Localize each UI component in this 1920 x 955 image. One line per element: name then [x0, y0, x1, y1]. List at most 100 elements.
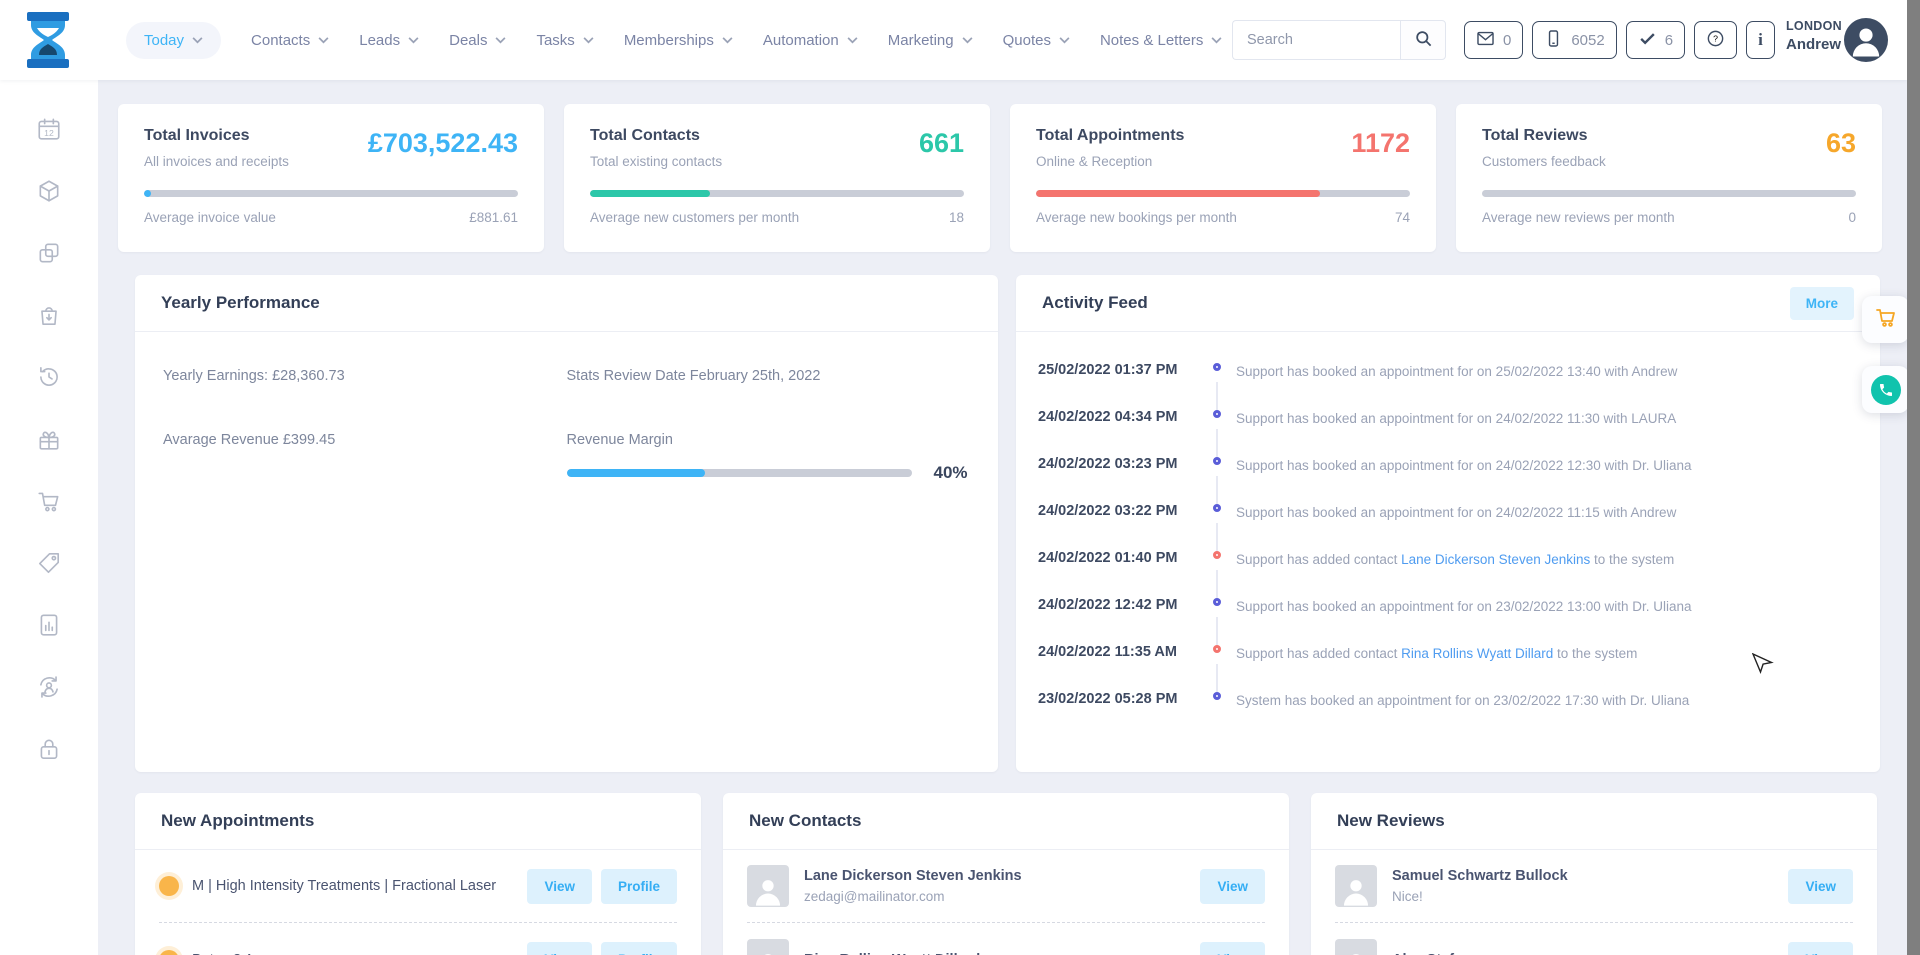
chevron-down-icon: [1211, 37, 1222, 44]
timeline-dot-icon: [1213, 410, 1221, 418]
nav-item-memberships[interactable]: Memberships: [624, 32, 733, 49]
icon-sidebar: 12: [0, 80, 98, 955]
activity-text: Support has booked an appointment for on…: [1236, 362, 1854, 379]
cart-icon[interactable]: [36, 488, 62, 514]
copy-icon[interactable]: [36, 240, 62, 266]
activity-feed-header: Activity Feed More: [1016, 275, 1880, 332]
new-reviews-panel: New Reviews Samuel Schwartz Bullock Nice…: [1311, 793, 1877, 955]
brand-logo-icon[interactable]: [25, 12, 71, 68]
activity-item: 24/02/2022 03:23 PM Support has booked a…: [1038, 456, 1854, 503]
nav-item-deals[interactable]: Deals: [449, 32, 506, 49]
chevron-down-icon: [408, 37, 419, 44]
calendar-icon[interactable]: 12: [36, 116, 62, 142]
activity-text: Support has booked an appointment for on…: [1236, 503, 1854, 520]
user-location-block[interactable]: LONDON Andrew: [1786, 19, 1842, 53]
nav-item-notes-letters[interactable]: Notes & Letters: [1100, 32, 1222, 49]
profile-button[interactable]: Profile: [601, 942, 677, 955]
stat-value: £703,522.43: [368, 128, 518, 159]
view-button[interactable]: View: [1200, 869, 1265, 904]
stat-value: 1172: [1351, 128, 1410, 159]
stat-card-total-reviews: Total Reviews Customers feedback 63 Aver…: [1456, 104, 1882, 252]
person-name: Alex Stefan: [1392, 952, 1788, 955]
nav-item-contacts[interactable]: Contacts: [251, 32, 329, 49]
username-label: Andrew: [1786, 36, 1842, 53]
activity-feed-list: 25/02/2022 01:37 PM Support has booked a…: [1016, 332, 1880, 738]
history-icon[interactable]: [36, 364, 62, 390]
user-sync-icon[interactable]: [36, 674, 62, 700]
stat-value: 63: [1826, 128, 1856, 159]
chevron-down-icon: [583, 37, 594, 44]
svg-text:?: ?: [1713, 34, 1718, 44]
stats-row: Total Invoices All invoices and receipts…: [118, 104, 1882, 252]
new-contacts-title: New Contacts: [749, 811, 861, 831]
search-input[interactable]: [1232, 20, 1400, 60]
nav-item-marketing[interactable]: Marketing: [888, 32, 973, 49]
main-nav: Today Contacts Leads Deals Tasks Members…: [126, 0, 1284, 80]
contact-link[interactable]: Rina Rollins Wyatt Dillard: [1401, 646, 1553, 661]
activity-text: Support has added contact Rina Rollins W…: [1236, 644, 1854, 661]
nav-item-tasks[interactable]: Tasks: [536, 32, 593, 49]
new-contacts-panel: New Contacts Lane Dickerson Steven Jenki…: [723, 793, 1289, 955]
yearly-performance-body: Yearly Earnings: £28,360.73 Stats Review…: [135, 332, 998, 519]
view-button[interactable]: View: [1788, 869, 1853, 904]
nav-item-quotes[interactable]: Quotes: [1003, 32, 1070, 49]
info-badge-button[interactable]: i: [1746, 21, 1775, 59]
stat-progressbar: [1482, 190, 1856, 197]
stat-progressbar: [1036, 190, 1410, 197]
lock-icon[interactable]: [36, 736, 62, 762]
search-button[interactable]: [1400, 20, 1446, 60]
new-reviews-list: Samuel Schwartz Bullock Nice! View Alex …: [1311, 850, 1877, 955]
stat-subtitle: Customers feedback: [1482, 154, 1856, 169]
view-button[interactable]: View: [527, 942, 592, 955]
new-appointments-list: M | High Intensity Treatments | Fraction…: [135, 850, 701, 955]
chevron-down-icon: [847, 37, 858, 44]
envelope-badge-button[interactable]: 0: [1464, 21, 1523, 59]
bag-icon[interactable]: [36, 302, 62, 328]
nav-item-today[interactable]: Today: [126, 22, 221, 59]
view-button[interactable]: View: [527, 869, 592, 904]
stat-footer-value: 74: [1395, 210, 1410, 225]
new-reviews-title: New Reviews: [1337, 811, 1445, 831]
package-icon[interactable]: [36, 178, 62, 204]
new-appointments-panel: New Appointments M | High Intensity Trea…: [135, 793, 701, 955]
page-scrollbar[interactable]: [1907, 0, 1920, 955]
revenue-margin-label: Revenue Margin: [567, 432, 971, 448]
report-icon[interactable]: [36, 612, 62, 638]
chevron-down-icon: [192, 37, 203, 44]
question-badge-button[interactable]: ?: [1694, 21, 1737, 59]
chevron-down-icon: [962, 37, 973, 44]
chevron-down-icon: [495, 37, 506, 44]
view-button[interactable]: View: [1200, 942, 1265, 955]
activity-item: 24/02/2022 11:35 AM Support has added co…: [1038, 644, 1854, 691]
activity-item: 25/02/2022 01:37 PM Support has booked a…: [1038, 362, 1854, 409]
mobile-badge-button[interactable]: 6052: [1532, 21, 1616, 59]
profile-button[interactable]: Profile: [601, 869, 677, 904]
floating-phone-button[interactable]: [1862, 366, 1909, 413]
nav-item-automation[interactable]: Automation: [763, 32, 858, 49]
contact-link[interactable]: Lane Dickerson Steven Jenkins: [1401, 552, 1590, 567]
appointment-dot-icon: [159, 950, 179, 955]
check-badge-button[interactable]: 6: [1626, 21, 1685, 59]
more-button[interactable]: More: [1790, 287, 1854, 320]
activity-timestamp: 25/02/2022 01:37 PM: [1038, 362, 1198, 378]
revenue-margin-value: 40%: [934, 463, 968, 483]
person-row: Rina Rollins Wyatt Dillard View: [747, 923, 1265, 955]
avatar: [747, 939, 789, 955]
tag-icon[interactable]: [36, 550, 62, 576]
info-icon: i: [1758, 30, 1763, 50]
timeline-dot-icon: [1213, 692, 1221, 700]
phone-icon: [1871, 375, 1901, 405]
svg-text:12: 12: [44, 128, 54, 138]
stat-card-total-contacts: Total Contacts Total existing contacts 6…: [564, 104, 990, 252]
badge-count: 6052: [1571, 32, 1604, 49]
user-avatar[interactable]: [1844, 18, 1888, 62]
person-subtext: zedagi@mailinator.com: [804, 889, 1200, 904]
floating-cart-button[interactable]: [1862, 296, 1909, 343]
stat-footer-value: £881.61: [469, 210, 518, 225]
header-badges: 0 6052 6 ? i: [1464, 21, 1775, 59]
person-name: Lane Dickerson Steven Jenkins: [804, 868, 1200, 884]
nav-item-leads[interactable]: Leads: [359, 32, 419, 49]
gift-icon[interactable]: [36, 426, 62, 452]
view-button[interactable]: View: [1788, 942, 1853, 955]
new-contacts-list: Lane Dickerson Steven Jenkins zedagi@mai…: [723, 850, 1289, 955]
